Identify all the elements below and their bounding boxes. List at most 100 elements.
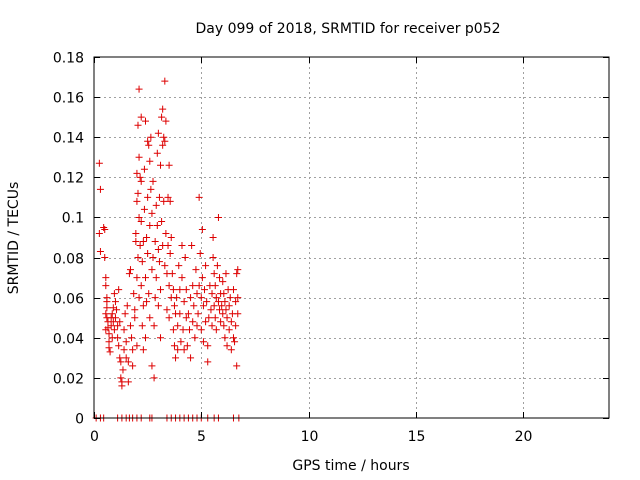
data-point-marker — [174, 346, 182, 354]
data-point-marker — [135, 294, 143, 302]
data-point-marker — [175, 262, 183, 270]
chart-title: Day 099 of 2018, SRMTID for receiver p05… — [195, 21, 500, 37]
data-point-marker — [152, 201, 160, 209]
data-point-marker — [176, 310, 184, 318]
data-point-marker — [166, 250, 174, 258]
data-point-marker — [202, 318, 210, 326]
data-point-marker — [118, 382, 126, 390]
data-point-marker — [101, 254, 109, 262]
data-point-marker — [234, 266, 242, 274]
data-point-marker — [210, 302, 218, 310]
data-point-marker — [190, 302, 198, 310]
data-point-marker — [198, 274, 206, 282]
data-point-marker — [134, 254, 142, 262]
data-point-marker — [107, 322, 115, 330]
data-point-marker — [146, 314, 154, 322]
data-point-marker — [133, 274, 141, 282]
data-point-marker — [197, 294, 205, 302]
data-point-marker — [125, 270, 133, 278]
y-tick-label: 0.04 — [53, 332, 84, 348]
data-point-marker — [204, 358, 212, 366]
data-point-marker — [149, 254, 157, 262]
data-point-marker — [144, 250, 152, 258]
data-point-marker — [162, 229, 170, 237]
data-point-marker — [218, 302, 226, 310]
data-point-marker — [126, 266, 134, 274]
data-point-marker — [214, 298, 222, 306]
data-point-marker — [164, 193, 172, 201]
data-point-marker — [180, 346, 188, 354]
data-point-marker — [232, 322, 240, 330]
data-point-marker — [197, 326, 205, 334]
data-point-marker — [130, 290, 138, 298]
data-point-marker — [137, 282, 145, 290]
data-point-marker — [137, 177, 145, 185]
y-tick-label: 0.08 — [53, 252, 84, 268]
data-point-marker — [222, 306, 230, 314]
data-point-marker — [102, 310, 110, 318]
data-point-marker — [216, 306, 224, 314]
data-point-marker — [114, 334, 122, 342]
data-point-marker — [188, 242, 196, 250]
data-point-marker — [213, 262, 221, 270]
data-point-marker — [179, 326, 187, 334]
data-point-marker — [122, 354, 130, 362]
data-point-marker — [138, 258, 146, 266]
data-point-marker — [176, 286, 184, 294]
data-point-marker — [102, 274, 110, 282]
data-point-marker — [102, 326, 110, 334]
data-point-marker — [95, 229, 103, 237]
data-point-marker — [234, 310, 242, 318]
data-point-marker — [189, 282, 197, 290]
data-point-marker — [131, 306, 139, 314]
data-point-marker — [223, 314, 231, 322]
data-point-marker — [117, 374, 125, 382]
data-point-marker — [229, 334, 237, 342]
data-point-marker — [165, 314, 173, 322]
data-point-marker — [173, 294, 181, 302]
data-point-marker — [122, 338, 130, 346]
data-point-marker — [153, 221, 161, 229]
data-point-marker — [187, 354, 195, 362]
data-point-marker — [138, 322, 146, 330]
data-point-marker — [161, 77, 169, 85]
data-point-marker — [111, 314, 119, 322]
data-point-marker — [155, 258, 163, 266]
data-point-marker — [116, 354, 124, 362]
plot-frame — [93, 56, 610, 419]
data-point-marker — [165, 282, 173, 290]
data-point-marker — [233, 362, 241, 370]
data-point-marker — [214, 213, 222, 221]
data-point-marker — [212, 294, 220, 302]
data-point-marker — [144, 193, 152, 201]
data-point-marker — [135, 153, 143, 161]
data-point-marker — [148, 209, 156, 217]
data-point-marker — [154, 246, 162, 254]
data-points — [92, 77, 243, 422]
data-point-marker — [220, 322, 228, 330]
data-point-marker — [129, 362, 137, 370]
data-point-marker — [211, 314, 219, 322]
data-point-marker — [167, 234, 175, 241]
data-point-marker — [161, 137, 169, 145]
data-point-marker — [227, 346, 235, 354]
data-point-marker — [174, 322, 182, 330]
data-point-marker — [139, 346, 147, 354]
data-point-marker — [211, 282, 219, 290]
data-point-marker — [189, 318, 197, 326]
data-point-marker — [139, 302, 147, 310]
x-tick-label: 15 — [408, 429, 426, 445]
data-point-marker — [172, 354, 180, 362]
data-point-marker — [133, 169, 141, 177]
axis-ticks: 0 0.02 0.04 0.06 0.08 0.1 0.12 0.14 0.16 0.18 0 5 10… — [53, 51, 609, 445]
data-point-marker — [202, 262, 210, 270]
data-point-marker — [157, 334, 165, 342]
data-point-marker — [166, 197, 174, 205]
data-point-marker — [114, 322, 122, 330]
data-point-marker — [209, 234, 217, 241]
data-point-marker — [204, 342, 212, 350]
data-point-marker — [169, 286, 177, 294]
data-point-marker — [212, 326, 220, 334]
data-point-marker — [129, 346, 137, 354]
